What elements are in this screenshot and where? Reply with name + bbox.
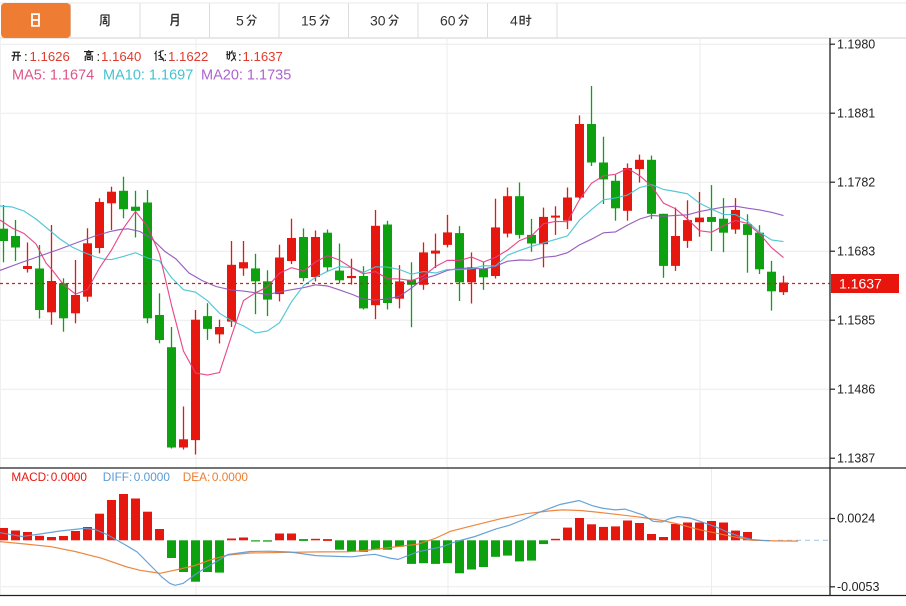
svg-text:1.1782: 1.1782 — [837, 175, 875, 189]
svg-text:1.1637: 1.1637 — [243, 49, 283, 64]
svg-text:1.1585: 1.1585 — [837, 313, 875, 327]
svg-text:4: 4 — [510, 13, 518, 29]
svg-text:30: 30 — [370, 13, 386, 29]
svg-text:-0.0053: -0.0053 — [837, 580, 879, 594]
svg-text:1.1640: 1.1640 — [101, 49, 141, 64]
svg-text::: : — [238, 49, 242, 64]
svg-text:15: 15 — [301, 13, 317, 29]
svg-text:0.0000: 0.0000 — [134, 470, 171, 484]
svg-text:1.1622: 1.1622 — [168, 49, 208, 64]
svg-text:1.1387: 1.1387 — [837, 451, 875, 465]
svg-text:60: 60 — [440, 13, 456, 29]
svg-text:5: 5 — [236, 13, 244, 29]
svg-text:0.0000: 0.0000 — [51, 470, 88, 484]
svg-text:1.1637: 1.1637 — [839, 276, 882, 292]
svg-text:MA10: 1.1697: MA10: 1.1697 — [103, 68, 193, 84]
svg-text:1.1626: 1.1626 — [30, 49, 70, 64]
svg-text::: : — [24, 49, 28, 64]
svg-text:DEA:: DEA: — [183, 470, 211, 484]
svg-text::: : — [164, 49, 168, 64]
svg-text:1.1486: 1.1486 — [837, 382, 875, 396]
svg-text:MA5: 1.1674: MA5: 1.1674 — [12, 68, 94, 84]
svg-text:1.1980: 1.1980 — [837, 37, 875, 51]
svg-text:MACD:: MACD: — [11, 470, 49, 484]
svg-text:1.1881: 1.1881 — [837, 106, 875, 120]
svg-text:DIFF:: DIFF: — [103, 470, 133, 484]
svg-text:MA20: 1.1735: MA20: 1.1735 — [201, 68, 291, 84]
svg-text:0.0000: 0.0000 — [212, 470, 249, 484]
svg-text:1.1683: 1.1683 — [837, 244, 875, 258]
svg-text::: : — [97, 49, 101, 64]
svg-text:0.0024: 0.0024 — [837, 512, 875, 526]
